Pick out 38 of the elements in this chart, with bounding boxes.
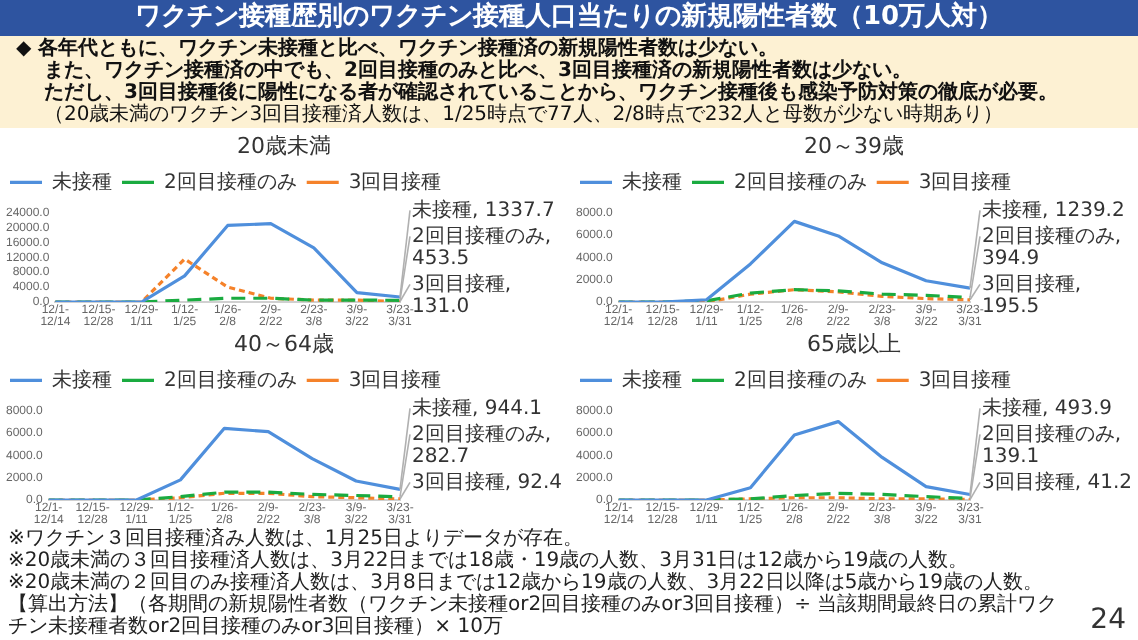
- legend-label: 3回目接種: [348, 169, 442, 194]
- chart-title: 20歳未満: [237, 132, 331, 159]
- legend-label: 未接種: [52, 367, 112, 392]
- annotation: 未接種, 493.9: [982, 395, 1112, 420]
- annotation: 3回目接種, 92.4: [412, 469, 562, 494]
- legend-label: 2回目接種のみ: [164, 367, 297, 392]
- legend-label: 2回目接種のみ: [734, 169, 867, 194]
- legend-label: 未接種: [622, 169, 682, 194]
- annotation: 2回目接種のみ, 282.7: [412, 421, 552, 468]
- annotation: 3回目接種, 195.5: [982, 271, 1082, 318]
- text: ◆ 各年代ともに、ワクチン未接種と比べ、ワクチン接種済の新規陽性者数は少ない。: [16, 38, 779, 60]
- legend-label: 3回目接種: [918, 169, 1012, 194]
- legend-label: 未接種: [52, 169, 112, 194]
- annotation: 2回目接種のみ, 139.1: [982, 421, 1122, 468]
- text: （20歳未満のワクチン3回目接種済人数は、1/25時点で77人、2/8時点で232人と母数が少ない時期あり）: [42, 104, 1005, 126]
- annotation: 3回目接種, 131.0: [412, 271, 512, 318]
- text: ※20歳未満の２回目のみ接種済人数は、3月8日までは12歳から19歳の人数、3月22日以降は5歳から19歳の人数。: [8, 572, 1045, 594]
- legend-label: 2回目接種のみ: [164, 169, 297, 194]
- chart-title: 65歳以上: [807, 330, 901, 357]
- legend-label: 未接種: [622, 367, 682, 392]
- annotation: 3回目接種, 41.2: [982, 469, 1132, 494]
- text: ※ワクチン３回目接種済み人数は、1月25日よりデータが存在。: [8, 528, 585, 550]
- text: ワクチン接種歴別のワクチン接種人口当たりの新規陽性者数（10万人対）: [0, 0, 1138, 36]
- text: ただし、3回目接種後に陽性になる者が確認されていることから、ワクチン接種後も感染予防対策の徹底が必要。: [42, 82, 1060, 104]
- annotation: 2回目接種のみ, 453.5: [412, 223, 552, 270]
- annotation: 未接種, 944.1: [412, 395, 542, 420]
- chart-title: 20～39歳: [804, 132, 904, 159]
- annotation: 未接種, 1337.7: [412, 197, 555, 222]
- chart-title: 40～64歳: [234, 330, 334, 357]
- annotation: 2回目接種のみ, 394.9: [982, 223, 1122, 270]
- annotation: 未接種, 1239.2: [982, 197, 1125, 222]
- text: 24: [1090, 604, 1126, 636]
- legend-label: 2回目接種のみ: [734, 367, 867, 392]
- text: ※20歳未満の３回目接種済人数は、3月22日までは18歳・19歳の人数、3月31日は12歳から19歳の人数。: [8, 550, 971, 572]
- legend-label: 3回目接種: [918, 367, 1012, 392]
- text: また、ワクチン接種済の中でも、2回目接種のみと比べ、3回目接種済の新規陽性者数は少ない。: [42, 60, 912, 82]
- legend-label: 3回目接種: [348, 367, 442, 392]
- text: 【算出方法】（各期間の新規陽性者数（ワクチン未接種or2回目接種のみor3回目接種）÷ 当該期間最終日の累計ワクチン未接種者数or2回目接種のみor3回目接種）× 10万: [8, 594, 1060, 638]
